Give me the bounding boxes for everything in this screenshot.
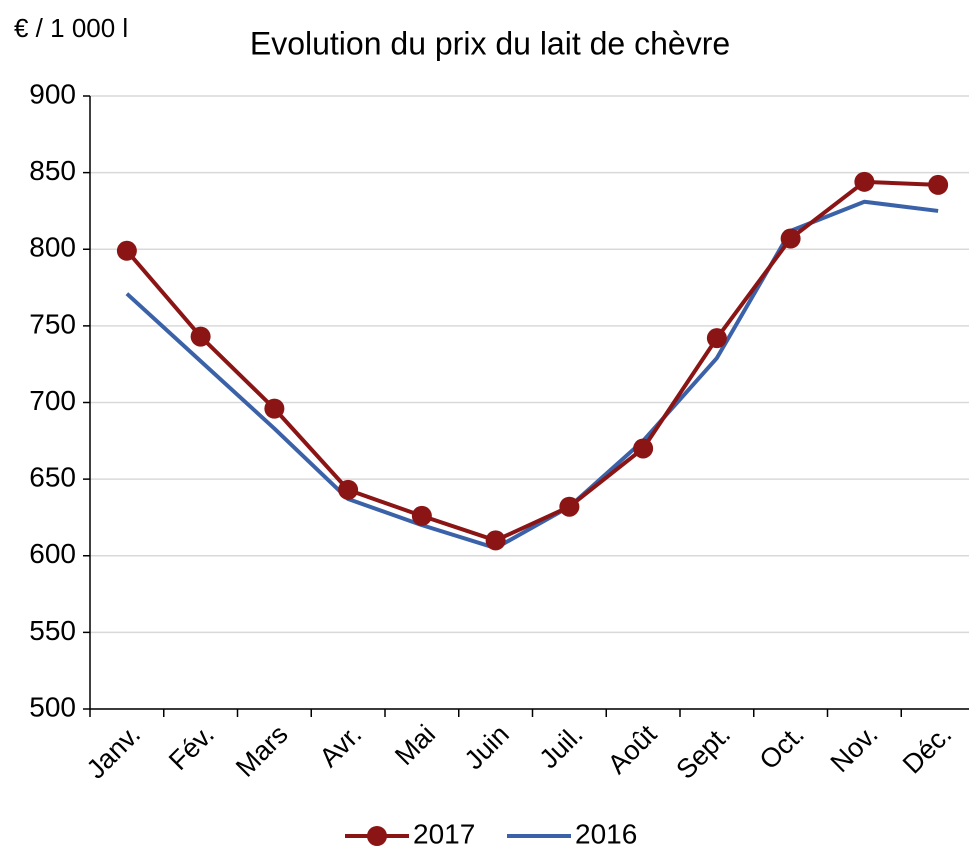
x-tick-label: Sept. [670, 719, 736, 785]
y-tick-label: 650 [29, 462, 76, 493]
point-marker [854, 171, 875, 192]
x-tick-label: Nov. [825, 719, 884, 778]
y-tick-label: 550 [29, 615, 76, 646]
point-marker [190, 326, 211, 347]
y-tick-label: 750 [29, 308, 76, 339]
point-marker [780, 228, 801, 249]
x-tick-label: Mars [230, 719, 294, 783]
x-tick-label: Déc. [897, 719, 957, 779]
series-line [125, 199, 939, 551]
point-marker [264, 398, 285, 419]
x-tick-label: Fév. [163, 719, 220, 776]
y-tick-label: 700 [29, 385, 76, 416]
point-marker [706, 328, 727, 349]
point-marker [411, 505, 432, 526]
legend-marker [367, 826, 387, 846]
y-axis-label: € / 1 000 l [14, 13, 128, 43]
y-tick-label: 500 [29, 691, 76, 722]
point-marker [559, 496, 580, 517]
x-tick-label: Juil. [533, 719, 588, 774]
y-tick-label: 800 [29, 232, 76, 263]
x-tick-label: Mai [389, 719, 441, 771]
x-tick-label: Juin [459, 719, 515, 775]
point-marker [633, 438, 654, 459]
y-tick-label: 850 [29, 155, 76, 186]
point-marker [338, 479, 359, 500]
x-tick-label: Oct. [754, 719, 810, 775]
legend-label: 2016 [575, 818, 637, 849]
point-marker [485, 530, 506, 551]
point-marker [116, 240, 137, 261]
x-tick-label: Avr. [314, 719, 368, 773]
y-tick-label: 900 [29, 78, 76, 109]
x-tick-label: Janv. [81, 719, 146, 784]
point-marker [928, 174, 949, 195]
legend-label: 2017 [413, 818, 475, 849]
chart-title: Evolution du prix du lait de chèvre [250, 25, 730, 61]
y-tick-label: 600 [29, 538, 76, 569]
x-tick-label: Août [602, 719, 663, 780]
series-line [125, 179, 939, 543]
